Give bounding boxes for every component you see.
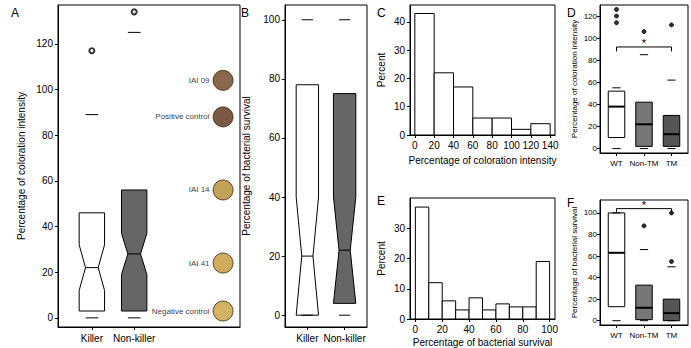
svg-text:20: 20 [394,253,406,264]
svg-text:40: 40 [394,16,406,27]
svg-text:10: 10 [394,101,406,112]
svg-text:TM: TM [666,331,678,340]
svg-text:WT: WT [610,159,623,168]
svg-text:30: 30 [394,223,406,234]
svg-text:80: 80 [487,140,499,151]
svg-text:20: 20 [437,324,449,335]
svg-text:100: 100 [36,84,53,95]
svg-text:60: 60 [588,78,597,87]
svg-text:100: 100 [541,324,558,335]
svg-text:80: 80 [517,324,529,335]
svg-text:20: 20 [42,267,54,278]
svg-text:0: 0 [399,130,405,141]
svg-text:Percentage of coloration inten: Percentage of coloration intensity [570,20,579,138]
svg-text:Killer: Killer [296,333,319,344]
svg-text:30: 30 [394,45,406,56]
svg-text:Percentage of coloration inten: Percentage of coloration intensity [16,92,27,240]
svg-text:120: 120 [522,140,539,151]
svg-text:A: A [11,6,19,20]
svg-text:80: 80 [588,56,597,65]
svg-text:100: 100 [584,34,598,43]
svg-text:100: 100 [263,14,280,25]
svg-text:Percentage of bacterial surviv: Percentage of bacterial survival [241,96,252,236]
svg-text:*: * [642,199,647,211]
svg-text:60: 60 [269,132,281,143]
svg-text:Percentage of bacterial surviv: Percentage of bacterial survival [413,337,553,348]
svg-text:Non-killer: Non-killer [113,333,156,344]
svg-text:Non-TM: Non-TM [630,159,659,168]
svg-text:Non-TM: Non-TM [630,331,659,340]
svg-text:20: 20 [269,251,281,262]
svg-text:0: 0 [593,316,598,325]
svg-text:0: 0 [593,144,598,153]
svg-text:60: 60 [42,175,54,186]
svg-text:0: 0 [47,312,53,323]
svg-text:100: 100 [503,140,520,151]
svg-text:Percent: Percent [376,53,387,88]
svg-text:TM: TM [666,159,678,168]
svg-text:Positive control: Positive control [155,112,209,121]
svg-text:0: 0 [413,324,419,335]
svg-text:20: 20 [429,140,441,151]
svg-text:40: 40 [269,192,281,203]
svg-text:Killer: Killer [81,333,104,344]
svg-text:60: 60 [490,324,502,335]
svg-text:10: 10 [394,283,406,294]
svg-text:40: 40 [464,324,476,335]
svg-text:20: 20 [394,73,406,84]
svg-text:IAI 41: IAI 41 [189,259,210,268]
svg-text:120: 120 [584,12,598,21]
svg-text:Percentage of coloration inten: Percentage of coloration intensity [409,155,557,166]
svg-text:80: 80 [588,230,597,239]
svg-text:140: 140 [542,140,559,151]
svg-text:60: 60 [588,252,597,261]
svg-text:20: 20 [588,295,597,304]
svg-text:C: C [377,6,386,20]
svg-text:100: 100 [584,208,598,217]
svg-text:0: 0 [412,140,418,151]
svg-text:D: D [567,6,576,20]
svg-text:0: 0 [399,314,405,325]
svg-text:*: * [642,37,647,49]
svg-text:60: 60 [467,140,479,151]
svg-text:120: 120 [36,38,53,49]
svg-text:E: E [377,194,385,208]
svg-text:40: 40 [42,221,54,232]
svg-text:20: 20 [588,122,597,131]
svg-text:40: 40 [588,273,597,282]
svg-text:Negative control: Negative control [152,307,210,316]
svg-text:WT: WT [610,331,623,340]
svg-text:IAI 09: IAI 09 [189,76,210,85]
svg-text:B: B [241,6,249,20]
svg-text:80: 80 [42,130,54,141]
svg-text:80: 80 [269,73,281,84]
svg-text:IAI 14: IAI 14 [189,185,210,194]
svg-text:40: 40 [448,140,460,151]
svg-text:Percent: Percent [376,241,387,276]
svg-text:0: 0 [274,310,280,321]
svg-text:Non-killer: Non-killer [324,333,367,344]
svg-text:Percentage of bacterial surviv: Percentage of bacterial survival [570,206,579,318]
svg-text:40: 40 [588,100,597,109]
svg-text:F: F [567,196,574,210]
